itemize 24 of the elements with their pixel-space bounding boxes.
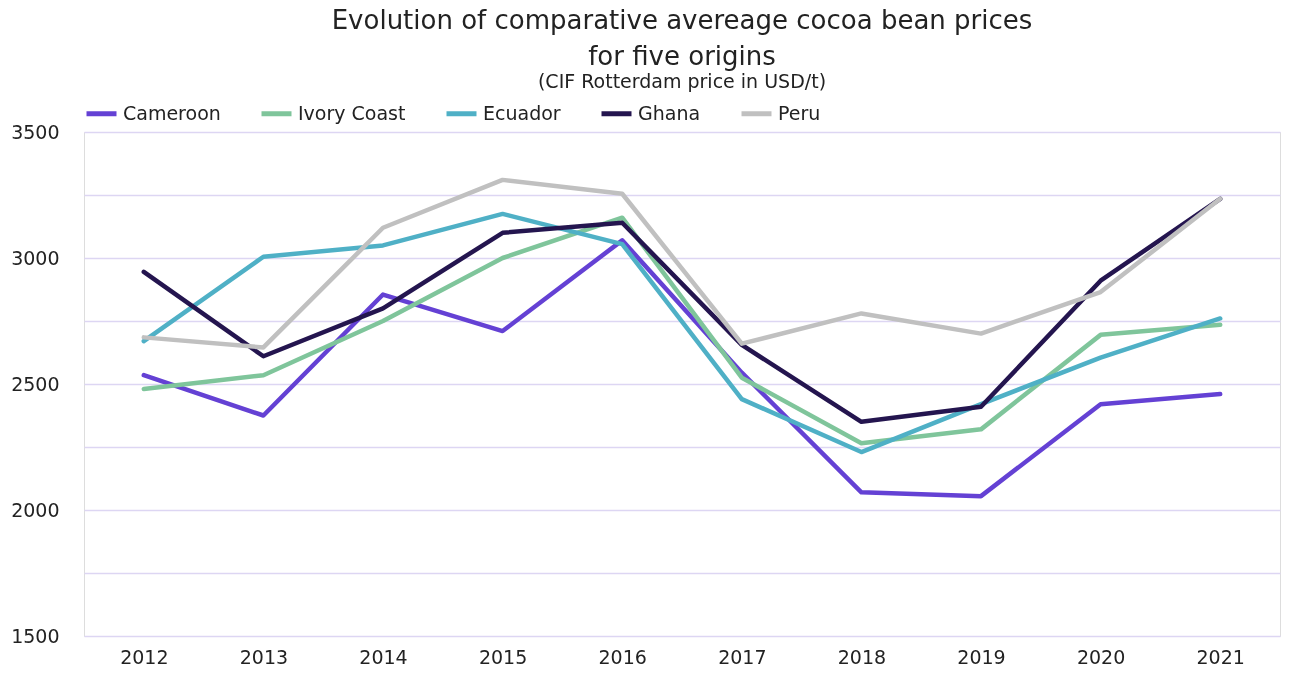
x-tick-label: 2015 bbox=[478, 645, 528, 668]
legend-label: Peru bbox=[778, 101, 821, 124]
chart-title: Evolution of comparative avereage cocoa bean prices for five origins bbox=[331, 5, 1033, 71]
y-tick-label: 2500 bbox=[11, 372, 60, 395]
line-series bbox=[141, 238, 1223, 499]
legend-label: Ivory Coast bbox=[298, 101, 406, 124]
x-tick-label: 2021 bbox=[1196, 645, 1245, 668]
x-tick-label: 2012 bbox=[120, 645, 169, 668]
x-tick-label: 2018 bbox=[837, 645, 887, 668]
x-tick-label: 2020 bbox=[1076, 645, 1126, 668]
chart-subtitle: (CIF Rotterdam price in USD/t) bbox=[537, 70, 827, 92]
x-tick-label: 2017 bbox=[718, 645, 767, 668]
y-tick-label: 2000 bbox=[11, 498, 60, 521]
x-tick-label: 2013 bbox=[239, 645, 289, 668]
x-tick-label: 2019 bbox=[957, 645, 1006, 668]
x-tick-label: 2016 bbox=[598, 645, 647, 668]
legend-label: Cameroon bbox=[123, 101, 221, 124]
x-tick-label: 2014 bbox=[359, 645, 408, 668]
legend-label: Ecuador bbox=[483, 101, 561, 124]
legend-label: Ghana bbox=[638, 101, 701, 124]
y-tick-label: 1500 bbox=[11, 624, 60, 647]
line-series bbox=[141, 177, 1223, 350]
y-tick-label: 3500 bbox=[11, 120, 60, 143]
y-tick-label: 3000 bbox=[11, 246, 60, 269]
